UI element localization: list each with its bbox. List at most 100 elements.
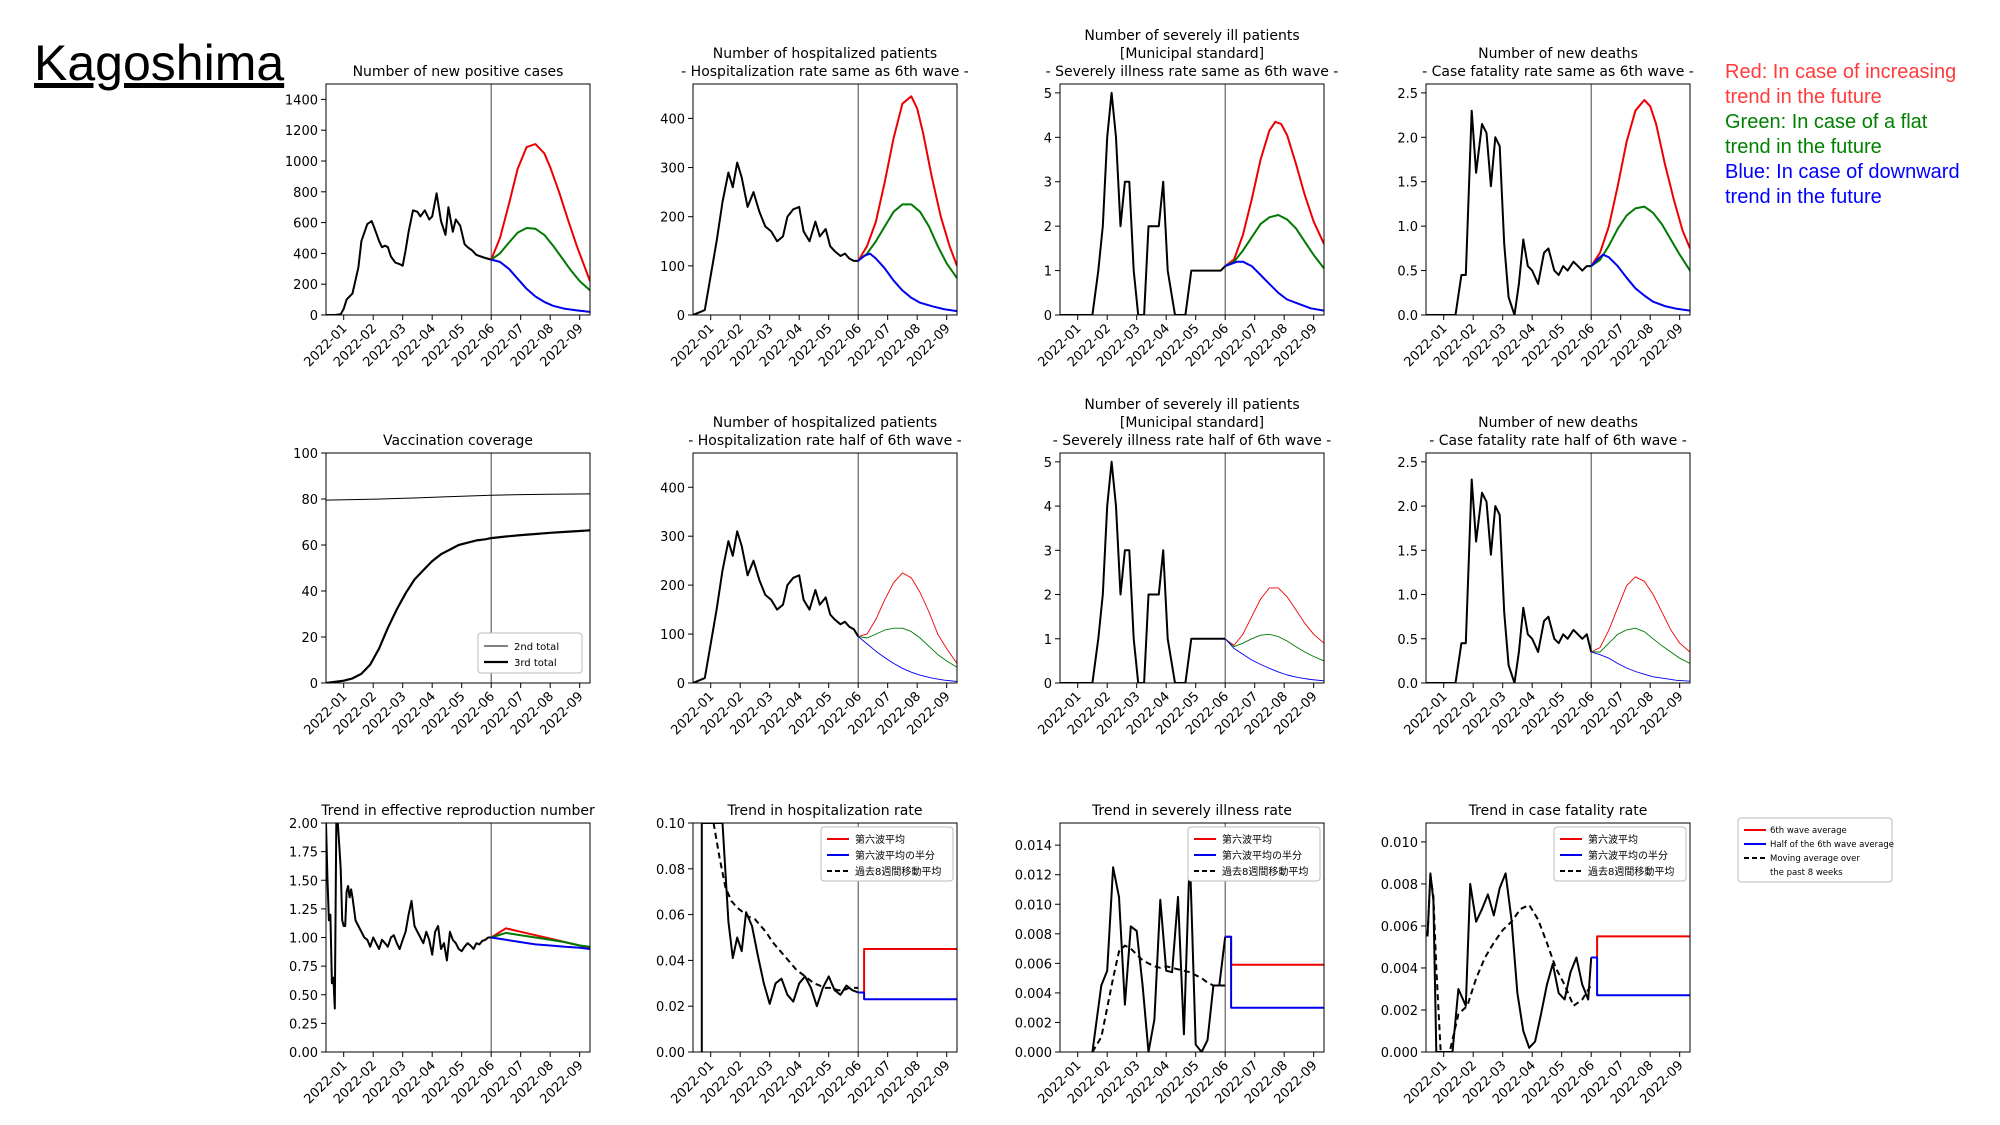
- legend-label: 第六波平均: [1588, 833, 1638, 846]
- y-tick-label: 0.50: [289, 989, 318, 1004]
- y-tick-label: 0.0: [1397, 677, 1418, 692]
- y-tick-label: 100: [660, 260, 685, 275]
- series-line-black: [326, 192, 492, 315]
- scenario-legend-note: Red: In case of increasing trend in the …: [1725, 60, 1960, 210]
- y-tick-label: 0.00: [656, 1046, 685, 1061]
- y-tick-label: 80: [301, 493, 318, 508]
- chart-title: Trend in severely illness rate: [1091, 803, 1292, 819]
- plot-frame: [692, 83, 958, 316]
- plot-frame: [1059, 452, 1325, 684]
- y-tick-label: 200: [660, 579, 685, 594]
- y-tick-label: 0.002: [1381, 1004, 1418, 1019]
- chart-title: - Hospitalization rate half of 6th wave …: [688, 433, 961, 449]
- series-line-blue: [1590, 253, 1690, 312]
- chart-title: - Case fatality rate same as 6th wave -: [1422, 64, 1694, 80]
- y-tick-label: 0.25: [289, 1017, 318, 1032]
- y-tick-label: 1.5: [1397, 176, 1418, 191]
- y-tick-label: 1.00: [289, 932, 318, 947]
- series-line-black: [326, 529, 590, 683]
- chart-title: Number of new deaths: [1478, 46, 1638, 62]
- y-tick-label: 400: [293, 247, 318, 262]
- y-tick-label: 0.10: [656, 817, 685, 832]
- series-group: [1060, 460, 1324, 683]
- y-tick-label: 2.0: [1397, 500, 1418, 515]
- page-title: Kagoshima: [34, 35, 285, 91]
- chart-title: Number of hospitalized patients: [713, 415, 937, 431]
- chart-title: Trend in case fatality rate: [1468, 803, 1648, 819]
- legend-label: 過去8週間移動平均: [855, 865, 941, 878]
- plot-frame: [1425, 452, 1691, 684]
- y-tick-label: 400: [660, 112, 685, 127]
- y-tick-label: 800: [293, 186, 318, 201]
- series-line-black: [1091, 851, 1227, 1052]
- y-tick-label: 2: [1044, 589, 1052, 604]
- y-tick-label: 1400: [285, 93, 318, 108]
- y-tick-label: 0: [677, 677, 685, 692]
- y-tick-label: 1.50: [289, 874, 318, 889]
- series-line-blue: [490, 258, 590, 313]
- y-tick-label: 5: [1044, 456, 1052, 471]
- series-line-red: [1224, 587, 1324, 646]
- y-tick-label: 1200: [285, 124, 318, 139]
- series-line-black: [1426, 872, 1593, 1052]
- plot-frame: [692, 822, 958, 1053]
- y-tick-label: 0.02: [656, 1000, 685, 1015]
- y-tick-label: 0.006: [1381, 920, 1418, 935]
- legend-label: 3rd total: [514, 658, 557, 669]
- legend-note-line-6: trend in the future: [1725, 186, 1882, 208]
- y-tick-label: 2.00: [289, 817, 318, 832]
- y-tick-label: 2.5: [1397, 456, 1418, 471]
- series-line-red: [857, 95, 957, 267]
- series-group: [693, 95, 957, 315]
- series-line-black: [1426, 874, 1593, 1052]
- y-tick-label: 3: [1044, 544, 1052, 559]
- y-tick-label: 0.004: [1015, 987, 1052, 1002]
- series-group: [693, 530, 957, 683]
- y-tick-label: 0.002: [1015, 1016, 1052, 1031]
- legend-label: 6th wave average: [1770, 826, 1847, 836]
- y-tick-label: 2: [1044, 220, 1052, 235]
- chart-rt: Trend in effective reproduction number 0.…: [289, 803, 595, 1107]
- legend-label: 第六波平均: [855, 833, 905, 846]
- series-line-blue: [1225, 935, 1324, 1009]
- series-line-green: [1591, 627, 1690, 664]
- y-tick-label: 4: [1044, 500, 1052, 515]
- y-tick-label: 3: [1044, 176, 1052, 191]
- y-tick-label: 400: [660, 481, 685, 496]
- legend-note-line-1: Red: In case of increasing: [1725, 61, 1957, 83]
- plot-frame: [1059, 822, 1325, 1053]
- series-line-blue: [491, 936, 590, 950]
- y-tick-label: 0: [1044, 309, 1052, 324]
- chart-title: Number of new deaths: [1478, 415, 1638, 431]
- y-tick-label: 1: [1044, 633, 1052, 648]
- y-tick-label: 4: [1044, 131, 1052, 146]
- legend-note-line-4: trend in the future: [1725, 136, 1882, 158]
- y-tick-label: 0.006: [1015, 957, 1052, 972]
- chart-title: Trend in effective reproduction number: [320, 803, 595, 819]
- plot-frame: [1425, 822, 1691, 1053]
- y-tick-label: 0.008: [1015, 928, 1052, 943]
- series-line-black: [712, 823, 859, 992]
- series-line-blue: [1224, 638, 1324, 682]
- chart-title: - Severely illness rate same as 6th wave…: [1046, 64, 1339, 80]
- chart-title: - Case fatality rate half of 6th wave -: [1429, 433, 1687, 449]
- y-tick-label: 0.000: [1015, 1046, 1052, 1061]
- series-line-green: [1224, 214, 1324, 270]
- y-tick-label: 0.00: [289, 1046, 318, 1061]
- series-line-black: [1426, 109, 1592, 315]
- legend-label: 第六波平均の半分: [1222, 849, 1302, 862]
- y-tick-label: 0.08: [656, 863, 685, 878]
- series-group: [1426, 99, 1690, 315]
- y-tick-label: 1000: [285, 155, 318, 170]
- series-group: [326, 143, 590, 315]
- legend-label: 2nd total: [514, 642, 559, 653]
- series-line-blue: [1224, 260, 1324, 312]
- series-group: [326, 493, 590, 683]
- series-group: [1426, 872, 1690, 1052]
- y-tick-label: 0.004: [1381, 962, 1418, 977]
- y-tick-label: 0.5: [1397, 633, 1418, 648]
- chart-title: - Severely illness rate half of 6th wave…: [1053, 433, 1331, 449]
- series-line-red: [1225, 935, 1324, 966]
- chart-cfr: Trend in case fatality rate 0.000 0.002 0.0…: [1381, 803, 1691, 1107]
- legend-box: [1553, 826, 1687, 882]
